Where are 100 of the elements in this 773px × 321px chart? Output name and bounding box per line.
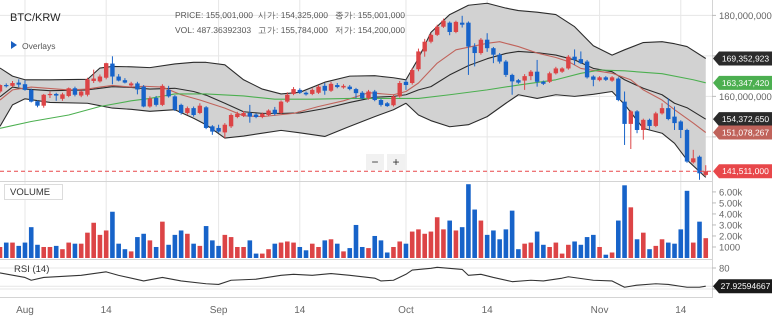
candlestick [222, 122, 228, 139]
candlestick [422, 38, 427, 58]
line-series [0, 2, 706, 94]
candlestick [354, 87, 358, 99]
ref-line-label: 141,511,000 [722, 166, 770, 176]
bar [366, 248, 371, 258]
candlestick [178, 103, 184, 116]
bar [703, 238, 708, 258]
bar [10, 242, 15, 258]
bar [690, 242, 696, 258]
annotation: 종가: 155,001,000 [335, 10, 406, 20]
bar [160, 222, 165, 258]
y-tick-label: 80 [719, 264, 730, 274]
line-series [0, 50, 706, 120]
bar [110, 212, 115, 258]
candlestick [42, 93, 46, 108]
candlestick [547, 71, 552, 84]
bar [54, 246, 59, 258]
text: VOLUME [10, 187, 50, 198]
annotation: 시가: 154,325,000 [258, 10, 328, 20]
line-series [0, 41, 706, 134]
candlestick [160, 84, 165, 107]
candlestick [491, 46, 496, 64]
candlestick [641, 118, 646, 140]
bar [260, 254, 265, 258]
bar [104, 230, 108, 258]
candlestick [166, 85, 171, 98]
candlestick [154, 95, 158, 107]
annotation: − [371, 155, 379, 169]
data-label: 163,347,420 [722, 78, 770, 88]
candlestick [622, 91, 627, 146]
candlestick [660, 102, 664, 116]
x-tick-label: 14 [100, 305, 112, 316]
bar [647, 249, 652, 258]
bar [222, 234, 228, 258]
badge: 154,372,650 [713, 112, 772, 126]
bar [128, 251, 134, 258]
bar [334, 244, 340, 258]
y-tick-label: 160,000,000 [719, 92, 772, 103]
candlestick [66, 86, 71, 98]
bar [241, 246, 246, 258]
annotation: Overlays [22, 41, 56, 51]
candlestick [654, 111, 658, 128]
bar [141, 234, 146, 258]
candlestick [478, 38, 484, 56]
chart-title: RSI (14) [14, 264, 50, 275]
bar [641, 232, 646, 258]
bar [198, 246, 202, 258]
bar [135, 237, 140, 258]
candlestick [647, 118, 652, 130]
bar [622, 185, 627, 258]
bar [266, 249, 271, 258]
annotation: 고가: 155,784,000 [258, 25, 328, 35]
candlestick [672, 106, 677, 130]
candlestick [410, 68, 414, 86]
bar [341, 251, 346, 258]
bar [72, 244, 78, 258]
x-tick-label: Aug [16, 305, 34, 316]
bar [447, 220, 452, 258]
bar [148, 240, 152, 258]
candlestick [447, 20, 452, 36]
bar [322, 240, 328, 258]
x-tick-label: Sep [210, 305, 228, 316]
bar [328, 239, 334, 258]
bar [248, 240, 252, 258]
annotation: + [392, 155, 400, 169]
bar [478, 220, 484, 258]
badge: 169,352,923 [713, 52, 772, 66]
bar [616, 220, 621, 258]
x-tick-label: Oct [398, 305, 414, 316]
bar [697, 222, 702, 258]
candlestick [528, 70, 534, 81]
candlestick [29, 88, 34, 103]
candlestick [616, 76, 621, 102]
candlestick [697, 154, 702, 180]
candlestick [198, 102, 202, 115]
candlestick [104, 62, 108, 80]
candlestick [22, 80, 28, 92]
bar [216, 246, 221, 258]
x-tick-label: Nov [590, 305, 608, 316]
candlestick [278, 100, 284, 115]
bar [272, 244, 278, 258]
candlestick [398, 80, 402, 98]
text: BTC/KRW [10, 12, 62, 24]
bar [604, 254, 608, 258]
bar [254, 254, 258, 258]
bar [454, 230, 458, 258]
y-tick-label: 5.00k [719, 198, 742, 210]
badge: 27.92594667 [713, 279, 772, 294]
candlestick [504, 59, 508, 78]
line-series [0, 90, 706, 178]
bar [191, 244, 196, 258]
bar [185, 234, 190, 258]
candlestick [141, 84, 146, 108]
candlestick [454, 20, 458, 34]
candlestick [497, 52, 502, 64]
candlestick [441, 18, 446, 28]
bar [404, 244, 408, 258]
candlestick [391, 94, 396, 107]
data-label: 169,352,923 [722, 54, 770, 64]
